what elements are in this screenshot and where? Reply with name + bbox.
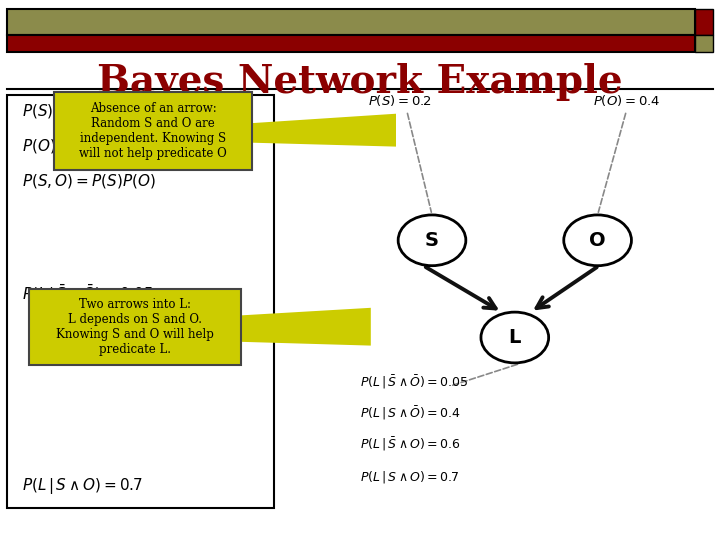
Text: Absence of an arrow:
Random S and O are
independent. Knowing S
will not help pre: Absence of an arrow: Random S and O are … [79,102,227,160]
Bar [7,9,695,35]
Text: $P(S,O) = P(S)P(O)$: $P(S,O) = P(S)P(O)$ [22,172,156,190]
Text: Bayes Network Example: Bayes Network Example [97,62,623,100]
FancyBboxPatch shape [7,94,274,508]
Text: $P(L\,|\,\bar{S}\wedge\bar{O}) = 0.05$: $P(L\,|\,\bar{S}\wedge\bar{O}) = 0.05$ [22,283,153,306]
Text: $P(S) = 0.2$: $P(S) = 0.2$ [368,93,431,109]
Polygon shape [241,308,371,346]
Text: $P(L\,|\,S\wedge O) = 0.7$: $P(L\,|\,S\wedge O) = 0.7$ [360,469,459,484]
Text: L: L [508,328,521,347]
Circle shape [398,215,466,266]
FancyBboxPatch shape [29,289,241,365]
Text: O: O [589,231,606,250]
Bar [695,9,713,35]
Text: Two arrows into L:
L depends on S and O.
Knowing S and O will help
predicate L.: Two arrows into L: L depends on S and O.… [56,298,214,356]
Bar [695,35,713,52]
Circle shape [564,215,631,266]
Polygon shape [252,114,396,146]
Text: $P(O) = 0.4$: $P(O) = 0.4$ [22,137,99,155]
Text: $P(L\,|\,S\wedge\bar{O}) = 0.4$: $P(L\,|\,S\wedge\bar{O}) = 0.4$ [360,404,461,422]
Text: $P(S) = 0.2$: $P(S) = 0.2$ [22,102,95,120]
Bar [7,35,695,52]
Text: $P(L\,|\,\bar{S}\wedge\bar{O}) = 0.05$: $P(L\,|\,\bar{S}\wedge\bar{O}) = 0.05$ [360,373,469,390]
Text: $P(O) = 0.4$: $P(O) = 0.4$ [593,93,660,109]
Text: $P(L\,|\,\bar{S}\wedge O) = 0.6$: $P(L\,|\,\bar{S}\wedge O) = 0.6$ [360,436,461,453]
Text: S: S [425,231,439,250]
Text: $P(L\,|\,S\wedge O) = 0.7$: $P(L\,|\,S\wedge O) = 0.7$ [22,476,143,496]
FancyBboxPatch shape [54,92,252,170]
Circle shape [481,312,549,363]
